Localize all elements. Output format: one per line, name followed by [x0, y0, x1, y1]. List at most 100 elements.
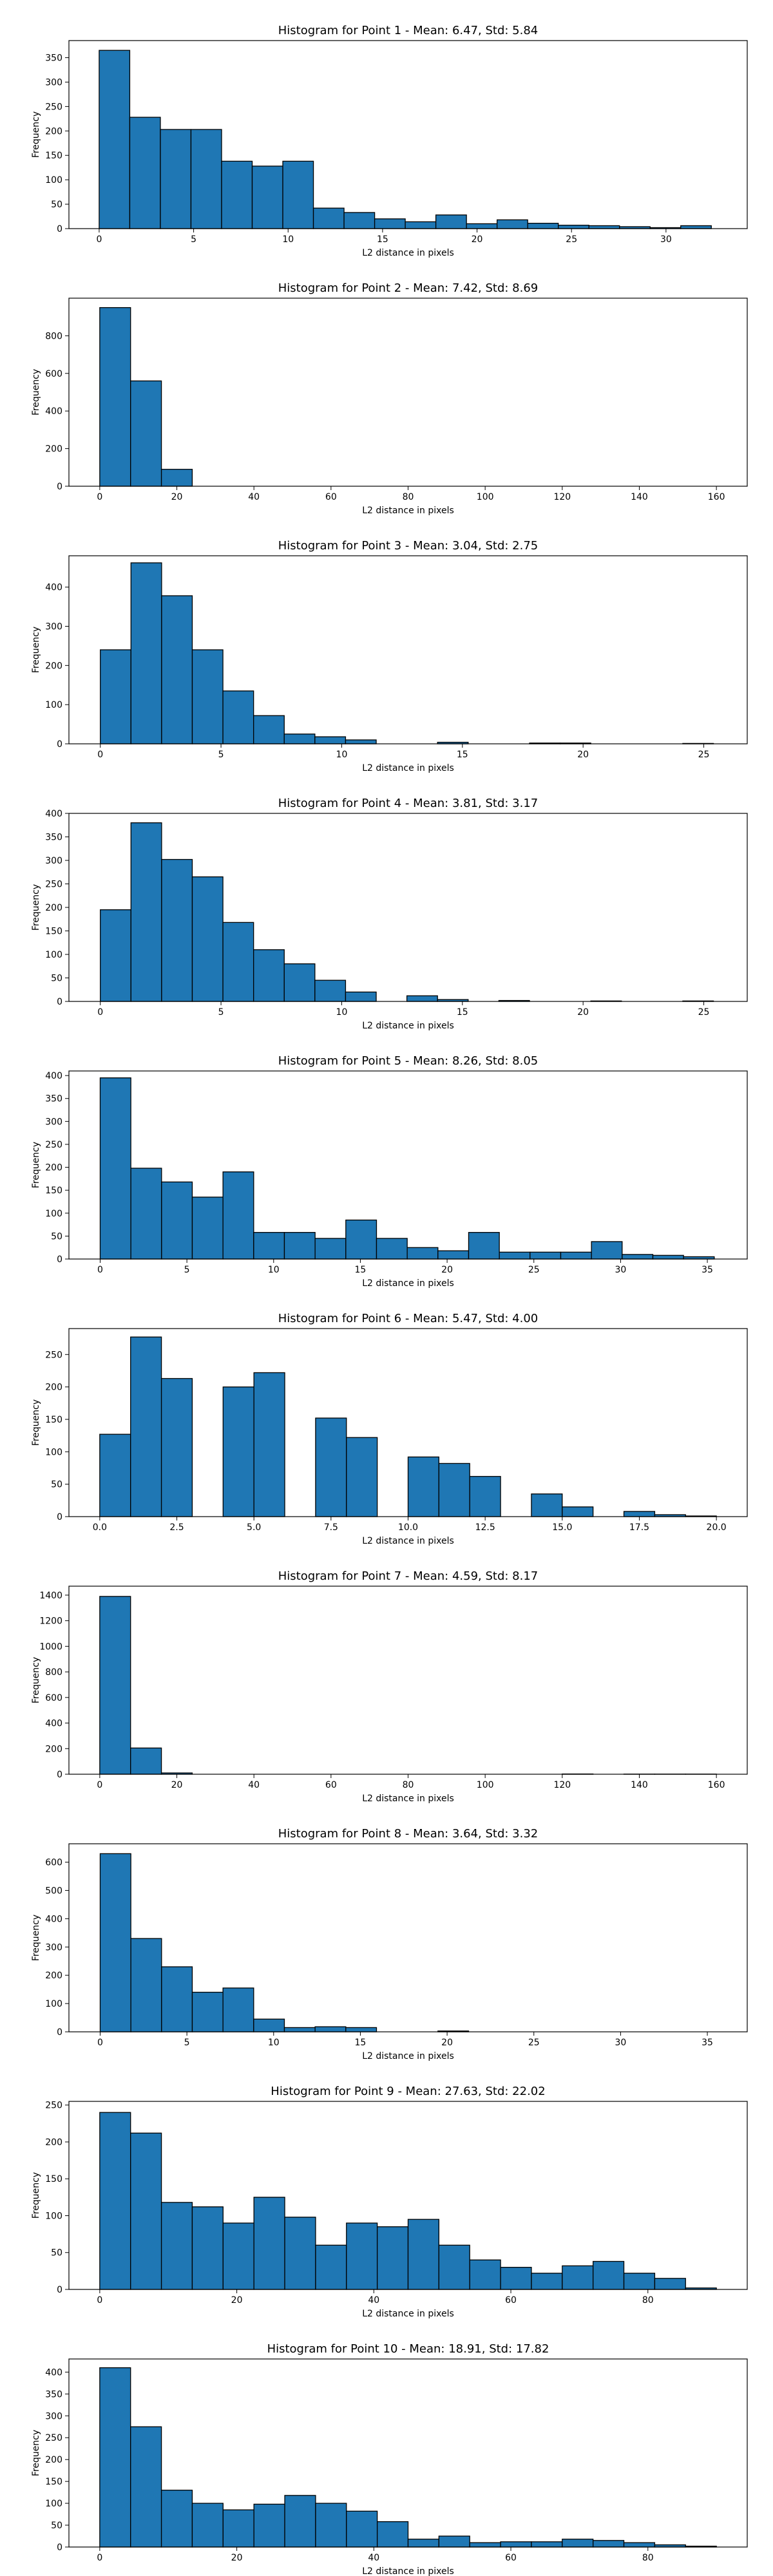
- histogram-bar: [314, 2026, 347, 2032]
- x-tick-label: 20: [441, 2038, 453, 2048]
- histogram-bar: [282, 160, 314, 229]
- histogram-bar: [405, 221, 437, 229]
- chart-title-3: Histogram for Point 3 - Mean: 3.04, Std:…: [278, 539, 539, 553]
- histogram-bar: [345, 1219, 377, 1260]
- x-tick-label: 0: [97, 2038, 103, 2048]
- x-tick-label: 40: [248, 492, 260, 502]
- x-tick-label: 40: [248, 1780, 260, 1790]
- histogram-bar: [222, 2509, 254, 2548]
- x-tick-label: 0: [97, 1780, 102, 1790]
- y-axis-label-4: Frequency: [31, 884, 41, 931]
- histogram-bar: [407, 2539, 440, 2548]
- histogram-bar: [345, 991, 377, 1002]
- x-tick-label: 5: [191, 234, 196, 245]
- y-tick-label: 0: [57, 997, 62, 1007]
- x-tick-label: 0: [97, 492, 102, 502]
- histogram-bar: [315, 1417, 347, 1517]
- y-tick-label: 150: [45, 1186, 62, 1196]
- histogram-bar: [435, 214, 467, 229]
- y-tick-label: 600: [45, 1693, 62, 1703]
- histogram-bar: [222, 1987, 254, 2032]
- x-tick-label: 30: [660, 234, 672, 245]
- x-tick-label: 35: [701, 1265, 713, 1275]
- x-tick-label: 0: [97, 1007, 103, 1018]
- y-tick-label: 150: [45, 2174, 62, 2184]
- y-tick-label: 50: [51, 1480, 62, 1490]
- y-tick-label: 0: [57, 482, 62, 492]
- histogram-bar: [562, 2539, 594, 2548]
- x-tick-label: 20: [577, 1007, 589, 1018]
- histogram-bar: [500, 2541, 532, 2548]
- histogram-bar: [284, 2217, 316, 2290]
- histogram-bar: [161, 1181, 193, 1260]
- histogram-bar: [100, 649, 131, 744]
- x-tick-label: 5.0: [247, 1522, 261, 1533]
- y-tick-label: 250: [45, 2101, 62, 2111]
- x-tick-label: 30: [615, 1265, 626, 1275]
- chart-panel-8: Histogram for Point 8 - Mean: 3.64, Std:…: [31, 1827, 748, 2061]
- y-tick-label: 150: [45, 1415, 62, 1425]
- x-tick-label: 140: [631, 492, 648, 502]
- x-tick-label: 80: [642, 2553, 654, 2563]
- y-tick-label: 200: [45, 126, 62, 137]
- chart-title-10: Histogram for Point 10 - Mean: 18.91, St…: [267, 2342, 549, 2356]
- plot-frame-7: [68, 1586, 748, 1775]
- histogram-bar: [99, 1434, 131, 1517]
- histogram-bar: [253, 2503, 285, 2548]
- chart-panel-9: Histogram for Point 9 - Mean: 27.63, Std…: [31, 2085, 748, 2319]
- plot-frame-10: [68, 2358, 748, 2548]
- x-tick-label: 140: [631, 1780, 648, 1790]
- histogram-bar: [562, 2265, 594, 2290]
- histogram-bar: [500, 2266, 532, 2290]
- histogram-bar: [312, 207, 345, 229]
- chart-title-4: Histogram for Point 4 - Mean: 3.81, Std:…: [278, 797, 539, 810]
- histogram-bar: [130, 2426, 162, 2548]
- x-tick-label: 60: [325, 1780, 337, 1790]
- x-tick-label: 5: [184, 2038, 190, 2048]
- y-tick-label: 350: [45, 53, 62, 64]
- y-tick-label: 50: [51, 1231, 62, 1242]
- x-tick-label: 0: [97, 1265, 103, 1275]
- histogram-bar: [130, 1747, 162, 1775]
- x-tick-label: 20: [441, 1265, 453, 1275]
- x-tick-label: 10: [268, 2038, 280, 2048]
- histogram-bar: [346, 2510, 378, 2548]
- x-axis-label-2: L2 distance in pixels: [362, 506, 454, 516]
- x-tick-label: 60: [505, 2553, 517, 2563]
- histogram-bar: [654, 2278, 686, 2290]
- y-tick-label: 50: [51, 2521, 62, 2531]
- histogram-bar: [593, 2540, 625, 2548]
- histogram-bar: [314, 1238, 347, 1260]
- histogram-bar: [130, 1168, 162, 1260]
- chart-panel-1: Histogram for Point 1 - Mean: 6.47, Std:…: [31, 24, 748, 258]
- histogram-bar: [407, 2219, 440, 2290]
- y-axis-label-5: Frequency: [31, 1142, 41, 1188]
- x-tick-label: 17.5: [629, 1522, 649, 1533]
- chart-panel-2: Histogram for Point 2 - Mean: 7.42, Std:…: [31, 281, 748, 516]
- histogram-bar: [130, 380, 162, 487]
- y-tick-label: 200: [45, 2455, 62, 2465]
- y-tick-label: 250: [45, 1350, 62, 1360]
- histogram-bar: [222, 922, 254, 1002]
- histogram-bar: [469, 2542, 501, 2548]
- histogram-bar: [222, 1171, 254, 1260]
- histogram-bar: [284, 2495, 316, 2548]
- histogram-bar: [161, 1966, 193, 2032]
- histogram-bar: [314, 980, 347, 1002]
- histogram-bar: [190, 129, 222, 229]
- y-tick-label: 50: [51, 200, 62, 210]
- x-tick-label: 0: [96, 234, 102, 245]
- y-tick-label: 400: [45, 583, 62, 593]
- histogram-bar: [469, 2259, 501, 2290]
- y-tick-label: 300: [45, 1117, 62, 1127]
- y-tick-label: 500: [45, 1886, 62, 1896]
- y-tick-label: 100: [45, 700, 62, 710]
- histogram-bar: [499, 1251, 531, 1260]
- y-axis-label-9: Frequency: [31, 2172, 41, 2219]
- x-tick-label: 100: [477, 1780, 494, 1790]
- histogram-bar: [191, 2206, 224, 2290]
- chart-panel-4: Histogram for Point 4 - Mean: 3.81, Std:…: [31, 797, 748, 1031]
- y-axis-label-2: Frequency: [31, 369, 41, 415]
- histogram-bar: [623, 1511, 656, 1517]
- histogram-bar: [161, 858, 193, 1002]
